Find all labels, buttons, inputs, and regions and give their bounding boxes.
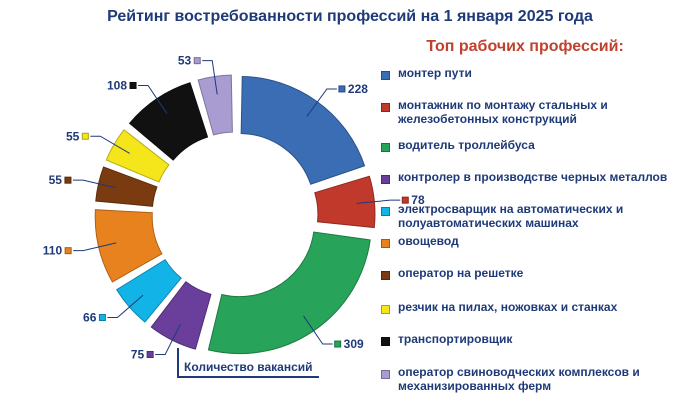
value-label-marker (146, 350, 154, 358)
value-label-marker (401, 196, 409, 204)
vacancy-callout-frame (177, 348, 319, 378)
legend-item: резчик на пилах, ножовках и станках (381, 300, 693, 314)
donut-slice (94, 209, 163, 283)
slice-value-label: 228 (348, 82, 368, 96)
legend-item: монтажник по монтажу стальных и железобе… (381, 98, 693, 126)
slice-leader-line (202, 60, 218, 95)
legend-label: транспортировщик (398, 332, 513, 346)
legend-item: оператор свиноводческих комплексов и мех… (381, 365, 693, 393)
value-label-marker (338, 85, 346, 93)
slice-value-label: 66 (83, 311, 97, 325)
legend-marker (381, 337, 390, 346)
legend-marker (381, 305, 390, 314)
value-label-marker (64, 247, 72, 255)
vacancy-count-caption: Количество вакансий (184, 360, 313, 374)
legend-label: водитель троллейбуса (398, 138, 535, 152)
legend-item: транспортировщик (381, 332, 693, 346)
legend-marker (381, 103, 390, 112)
slice-leader-line (90, 135, 130, 154)
value-label-marker (334, 340, 342, 348)
slice-leader-line (155, 323, 181, 355)
slice-value-label: 55 (66, 129, 80, 143)
legend-marker (381, 71, 390, 80)
slice-value-label: 108 (107, 78, 127, 92)
chart-title: Рейтинг востребованности профессий на 1 … (107, 8, 593, 25)
legend-item: оператор на решетке (381, 266, 693, 280)
donut-slice (128, 82, 209, 161)
slice-value-label: 110 (43, 244, 63, 258)
value-label-marker (64, 176, 72, 184)
donut-slice (105, 129, 170, 183)
legend-marker (381, 143, 390, 152)
legend-label: оператор на решетке (398, 266, 524, 280)
donut-slice (197, 74, 233, 136)
legend-label: монтажник по монтажу стальных и железобе… (398, 98, 608, 126)
slice-value-label: 55 (49, 173, 63, 187)
donut-slice (150, 281, 212, 350)
legend-marker (381, 370, 390, 379)
legend-marker (381, 207, 390, 216)
donut-slice (314, 175, 376, 229)
donut-slice (240, 76, 366, 185)
value-label-marker (98, 314, 106, 322)
legend-marker (381, 271, 390, 280)
donut-slice (95, 166, 158, 207)
value-label-marker (193, 57, 201, 65)
slice-leader-line (72, 179, 117, 189)
slice-leader-line (138, 84, 168, 114)
legend-label: контролер в производстве черных металлов (398, 170, 668, 184)
slice-leader-line (73, 242, 117, 252)
slice-leader-line (303, 315, 333, 345)
slice-value-label: 309 (344, 337, 364, 351)
legend-item: монтер пути (381, 66, 693, 80)
legend-label: резчик на пилах, ножовках и станках (398, 300, 618, 314)
slice-value-label: 75 (131, 347, 145, 361)
slice-value-label: 78 (411, 193, 425, 207)
donut-slice (207, 231, 371, 355)
legend-item: контролер в производстве черных металлов (381, 170, 693, 184)
legend-marker (381, 239, 390, 248)
donut-slice (116, 259, 182, 323)
legend-label: оператор свиноводческих комплексов и мех… (398, 365, 640, 393)
legend-marker (381, 175, 390, 184)
legend-label: овощевод (398, 234, 459, 248)
chart-subtitle: Топ рабочих профессий: (426, 38, 624, 55)
slice-value-label: 53 (178, 54, 192, 68)
legend-item: овощевод (381, 234, 693, 248)
slice-leader-line (107, 294, 144, 319)
legend-item: водитель троллейбуса (381, 138, 693, 152)
slice-leader-line (306, 88, 337, 117)
slice-leader-line (356, 199, 401, 204)
legend-label: электросварщик на автоматических и полуа… (398, 202, 624, 230)
legend-item: электросварщик на автоматических и полуа… (381, 202, 693, 230)
legend-label: монтер пути (398, 66, 472, 80)
value-label-marker (129, 81, 137, 89)
value-label-marker (81, 132, 89, 140)
